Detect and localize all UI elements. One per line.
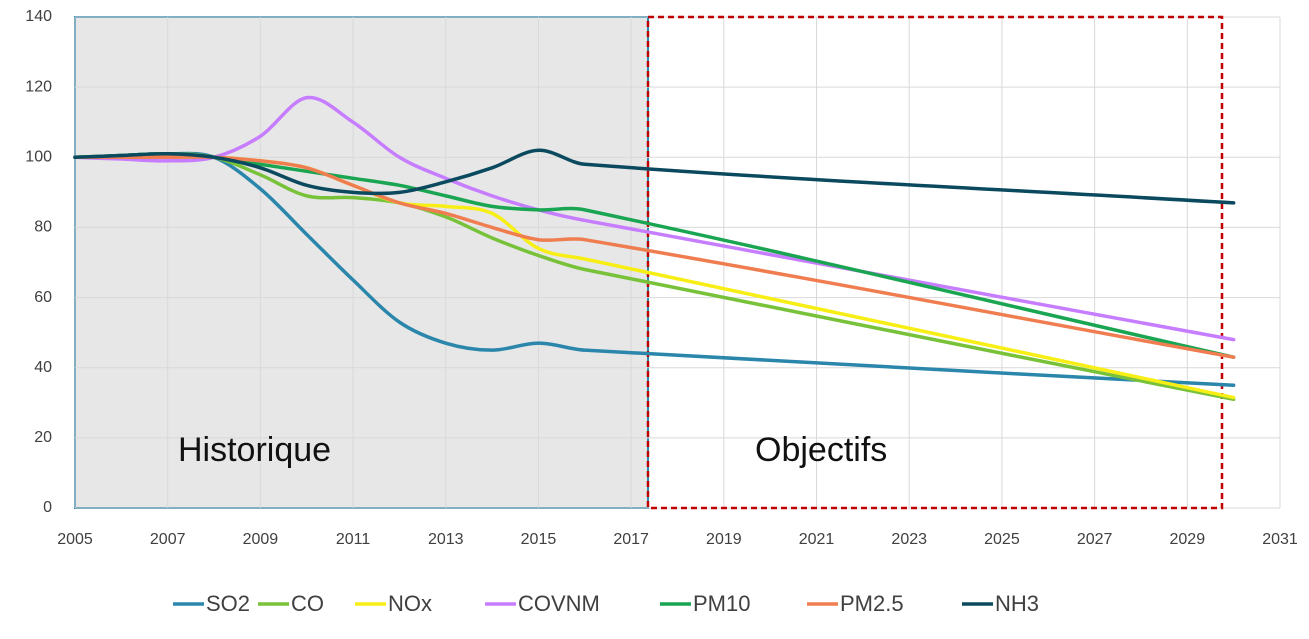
y-tick-label: 100 bbox=[25, 149, 52, 166]
annotation: Historique bbox=[178, 431, 331, 469]
x-tick-label: 2021 bbox=[799, 531, 835, 548]
target-region bbox=[646, 15, 1224, 510]
x-tick-label: 2013 bbox=[428, 531, 464, 548]
grid bbox=[74, 16, 1281, 509]
legend-label: CO bbox=[291, 591, 324, 616]
x-tick-label: 2023 bbox=[891, 531, 927, 548]
x-tick-label: 2025 bbox=[984, 531, 1020, 548]
legend-label: PM2.5 bbox=[840, 591, 904, 616]
legend-label: NOx bbox=[388, 591, 432, 616]
x-tick-label: 2019 bbox=[706, 531, 742, 548]
x-tick-label: 2005 bbox=[57, 531, 93, 548]
y-tick-label: 120 bbox=[25, 78, 52, 95]
annotation: Objectifs bbox=[755, 431, 887, 469]
x-tick-label: 2027 bbox=[1077, 531, 1113, 548]
y-tick-label: 60 bbox=[34, 289, 52, 306]
x-tick-label: 2031 bbox=[1262, 531, 1298, 548]
legend-label: NH3 bbox=[995, 591, 1039, 616]
legend-label: COVNM bbox=[518, 591, 600, 616]
x-tick-label: 2009 bbox=[243, 531, 279, 548]
y-tick-label: 140 bbox=[25, 8, 52, 25]
y-tick-label: 0 bbox=[43, 499, 52, 516]
series-line bbox=[73, 95, 1236, 342]
legend-label: SO2 bbox=[206, 591, 250, 616]
y-tick-label: 20 bbox=[34, 429, 52, 446]
x-tick-label: 2015 bbox=[521, 531, 557, 548]
historical-region bbox=[74, 16, 649, 509]
y-tick-label: 80 bbox=[34, 219, 52, 236]
series-line bbox=[73, 148, 1236, 205]
x-tick-label: 2007 bbox=[150, 531, 186, 548]
x-tick-label: 2029 bbox=[1170, 531, 1206, 548]
series-line bbox=[73, 155, 1236, 359]
lines bbox=[73, 95, 1236, 402]
x-tick-label: 2011 bbox=[336, 531, 371, 548]
legend-label: PM10 bbox=[693, 591, 750, 616]
y-tick-label: 40 bbox=[34, 359, 52, 376]
x-tick-label: 2017 bbox=[613, 531, 649, 548]
legend: SO2 CO NOx COVNM PM10 PM2.5 NH3 bbox=[173, 591, 1039, 616]
